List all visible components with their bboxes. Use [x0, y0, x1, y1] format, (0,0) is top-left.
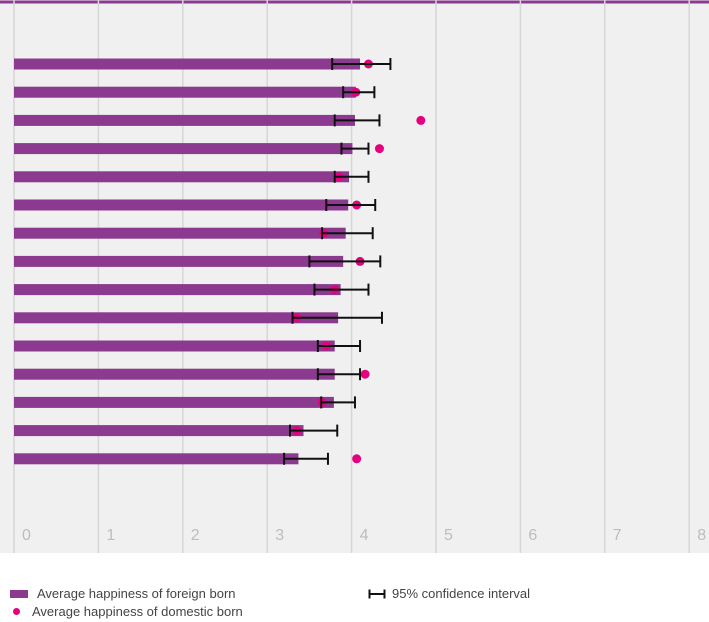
bar	[14, 340, 335, 352]
bar	[14, 171, 350, 183]
domestic-dot	[374, 144, 384, 154]
bar	[14, 199, 349, 211]
bar	[14, 86, 356, 98]
x-tick-label: 1	[106, 527, 115, 544]
legend-foreign-label: Average happiness of foreign born	[37, 586, 236, 601]
x-tick-label: 0	[22, 527, 31, 544]
bar	[14, 425, 304, 437]
legend-dot-swatch	[13, 608, 20, 615]
domestic-dot	[416, 115, 426, 125]
domestic-dot	[360, 369, 370, 379]
x-tick-label: 5	[444, 527, 453, 544]
x-tick-label: 3	[275, 527, 284, 544]
bar	[14, 255, 344, 267]
domestic-dot	[352, 454, 362, 464]
bar	[14, 284, 341, 296]
legend-foreign-born: Average happiness of foreign born	[10, 586, 236, 601]
bar	[14, 114, 355, 126]
x-tick-label: 7	[613, 527, 622, 544]
bar	[14, 368, 335, 380]
plot-area: 0 1 2 3 4 5 6 7 8	[0, 0, 709, 553]
bar	[14, 396, 334, 408]
x-tick-label: 8	[697, 527, 706, 544]
confidence-interval-icon	[368, 589, 386, 598]
bar	[14, 312, 339, 324]
legend-confidence-interval: 95% confidence interval	[368, 586, 530, 601]
bar	[14, 143, 353, 155]
bar-chart: 0 1 2 3 4 5 6 7 8	[0, 0, 709, 553]
legend-ci-label: 95% confidence interval	[392, 586, 531, 601]
legend-domestic-born: Average happiness of domestic born	[8, 604, 243, 619]
bar	[14, 58, 361, 70]
x-tick-label: 2	[191, 527, 200, 544]
x-tick-label: 4	[360, 527, 369, 544]
legend-domestic-label: Average happiness of domestic born	[32, 604, 243, 619]
bar	[14, 453, 299, 465]
x-tick-label: 6	[528, 527, 537, 544]
bar	[14, 227, 346, 239]
legend-bar-swatch	[10, 589, 28, 598]
